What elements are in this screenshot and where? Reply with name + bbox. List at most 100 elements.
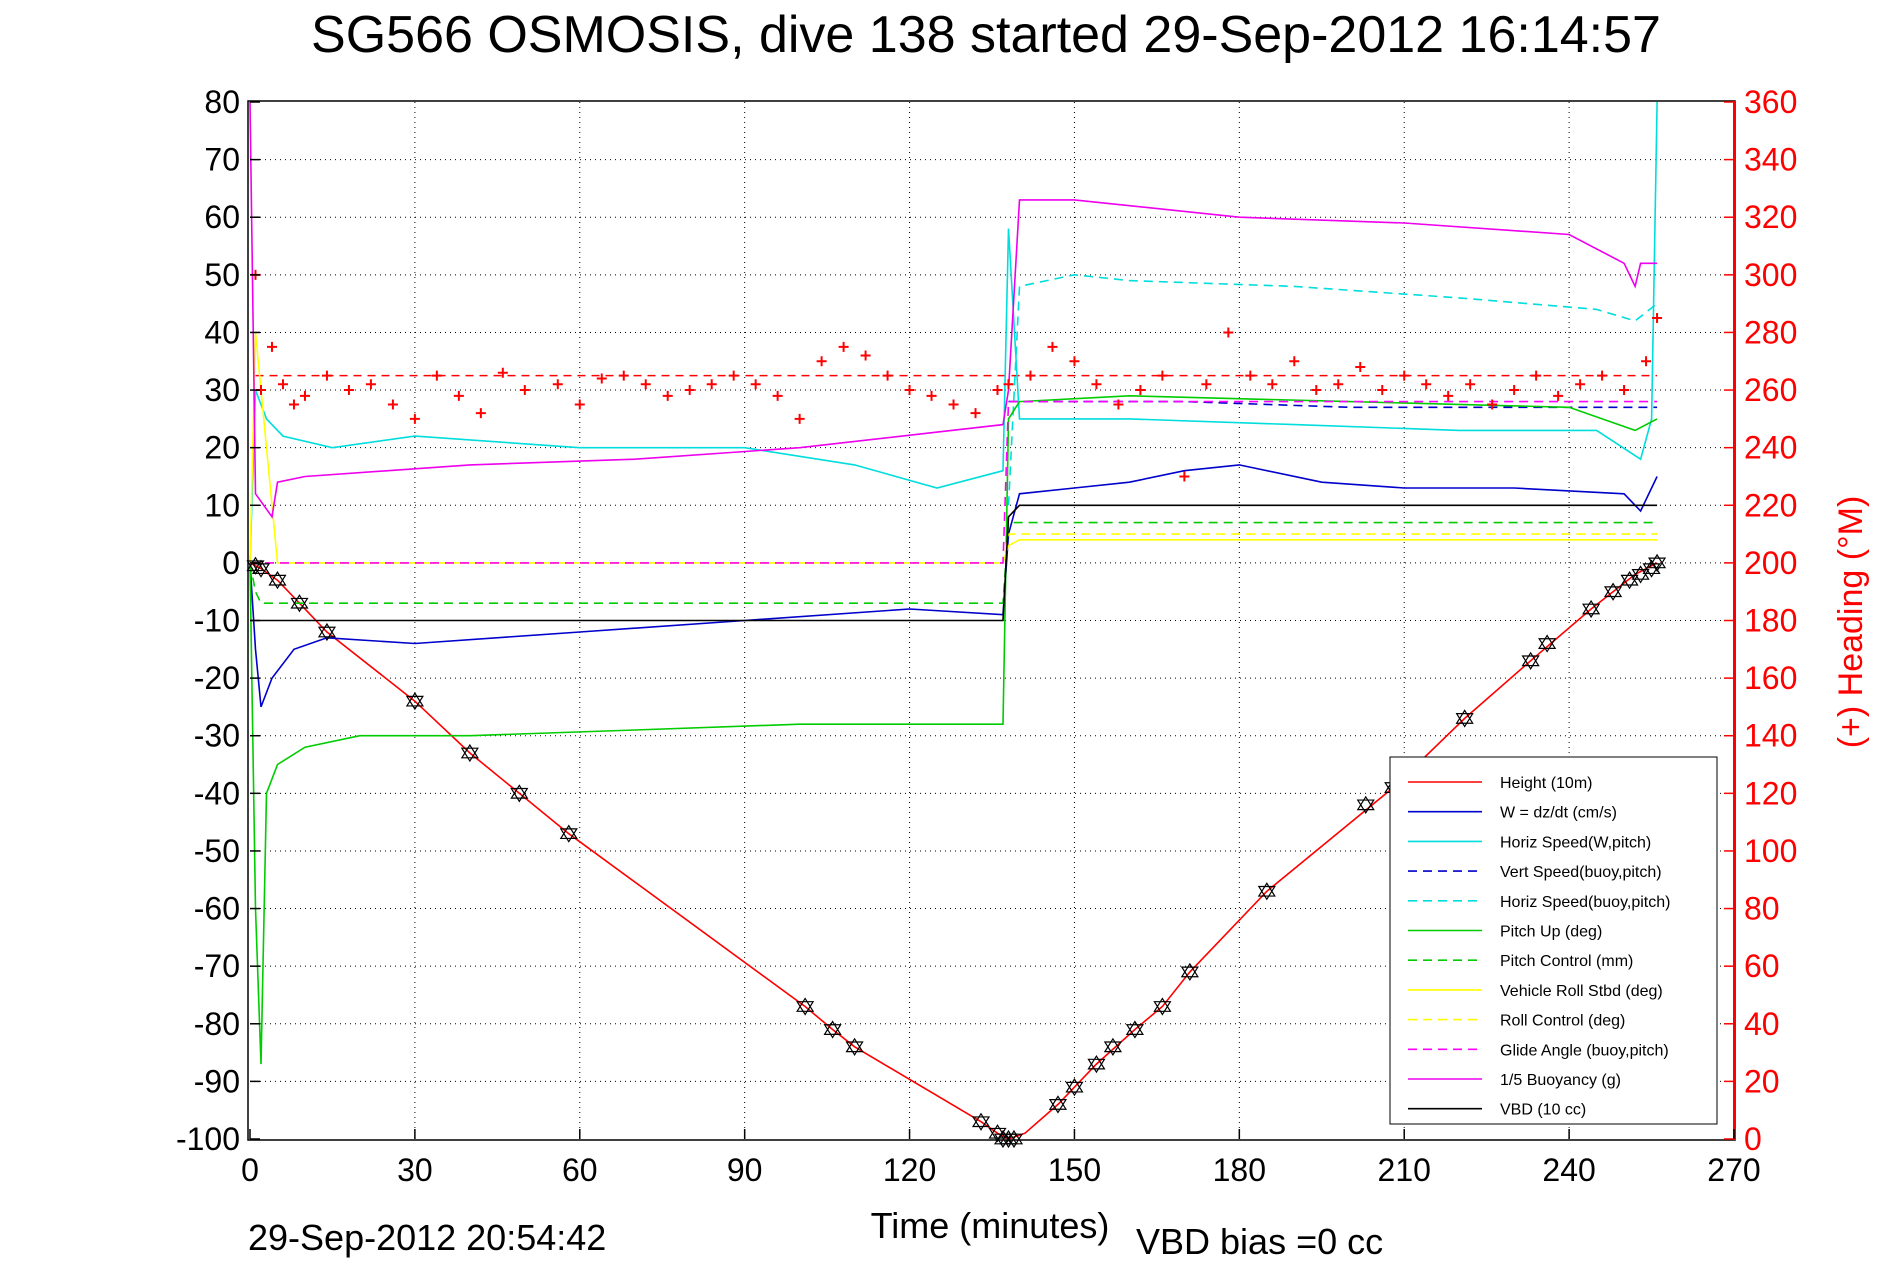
legend-item-label: Roll Control (deg): [1500, 1013, 1625, 1030]
heading-point: [409, 413, 420, 424]
heading-point: [299, 390, 310, 401]
x-axis: 0 30 60 90 120 150 180 210 240 270: [241, 1129, 1761, 1188]
heading-point: [1267, 379, 1278, 390]
heading-point: [1333, 379, 1344, 390]
heading-point: [1025, 370, 1036, 381]
legend-item-label: Pitch Up (deg): [1500, 924, 1602, 941]
left-tick-label: -40: [194, 775, 240, 811]
legend-item-label: Horiz Speed(buoy,pitch): [1500, 894, 1670, 911]
heading-point: [387, 399, 398, 410]
heading-point: [431, 370, 442, 381]
depth-marker: [1153, 997, 1172, 1016]
right-tick-label: 320: [1744, 199, 1797, 235]
heading-point: [1597, 370, 1608, 381]
x-tick-label: 180: [1213, 1152, 1266, 1188]
heading-point: [1619, 385, 1630, 396]
heading-point: [596, 373, 607, 384]
series-line-6: [249, 521, 1658, 605]
depth-marker: [1125, 1020, 1144, 1039]
depth-marker: [1087, 1054, 1106, 1074]
heading-point: [816, 356, 827, 367]
legend-item-label: Height (10m): [1500, 775, 1592, 792]
heading-point: [618, 370, 629, 381]
right-tick-label: 180: [1744, 603, 1797, 639]
x-tick-label: 120: [883, 1152, 936, 1188]
heading-marks: [250, 269, 1663, 482]
heading-point: [519, 385, 530, 396]
depth-marker: [1180, 962, 1199, 982]
series-line-9: [250, 400, 1658, 564]
heading-point: [728, 370, 739, 381]
series-line-2: [249, 101, 1658, 563]
left-tick-label: -80: [194, 1006, 240, 1042]
left-tick-label: 40: [204, 314, 240, 350]
right-tick-label: 0: [1744, 1121, 1762, 1157]
heading-point: [1201, 379, 1212, 390]
heading-point: [684, 385, 695, 396]
right-axis: 0 20 40 60 80 100 120 140 160 180 200 220 240 260 280 3…: [1724, 84, 1797, 1157]
legend-box: [1389, 756, 1718, 1125]
heading-point: [1311, 385, 1322, 396]
right-axis-label: (+) Heading (°M): [1832, 496, 1870, 749]
left-tick-label: 20: [204, 430, 240, 466]
heading-point: [794, 413, 805, 424]
heading-point: [497, 367, 508, 378]
x-axis-label: Time (minutes): [871, 1205, 1110, 1246]
legend-item-label: Horiz Speed(W,pitch): [1500, 834, 1651, 851]
x-tick-label: 210: [1378, 1152, 1431, 1188]
depth-marker: [845, 1037, 864, 1056]
left-tick-label: 50: [204, 257, 240, 293]
depth-marker: [1603, 582, 1623, 601]
heading-point: [970, 408, 981, 419]
heading-point: [288, 399, 299, 410]
right-tick-label: 280: [1744, 314, 1797, 350]
heading-point: [277, 379, 288, 390]
heading-point: [266, 341, 277, 352]
heading-point: [948, 399, 959, 410]
heading-point: [1245, 370, 1256, 381]
left-tick-label: -20: [194, 660, 240, 696]
depth-marker: [1582, 599, 1601, 619]
depth-marker: [971, 1112, 991, 1131]
right-axis-line: [1733, 101, 1736, 1140]
legend-item-label: Glide Angle (buoy,pitch): [1500, 1042, 1669, 1059]
right-tick-label: 120: [1744, 775, 1797, 811]
right-tick-label: 60: [1744, 948, 1780, 984]
heading-point: [1069, 356, 1080, 367]
x-tick-label: 270: [1707, 1152, 1760, 1188]
right-tick-label: 220: [1744, 487, 1797, 523]
left-tick-label: -100: [176, 1121, 240, 1157]
left-tick-label: -90: [194, 1063, 240, 1099]
right-tick-label: 340: [1744, 142, 1797, 178]
heading-point: [1135, 385, 1146, 396]
right-tick-label: 20: [1744, 1063, 1780, 1099]
heading-point: [662, 390, 673, 401]
right-tick-label: 200: [1744, 545, 1797, 581]
left-tick-label: 10: [204, 487, 240, 523]
heading-point: [1641, 356, 1652, 367]
depth-marker: [1647, 553, 1667, 573]
heading-point: [1509, 385, 1520, 396]
depth-marker: [317, 622, 337, 642]
series-line-5: [249, 394, 1658, 1065]
heading-point: [1355, 362, 1366, 373]
heading-point: [860, 350, 871, 361]
heading-point: [321, 370, 332, 381]
depth-marker: [268, 571, 287, 590]
depth-marker: [1103, 1037, 1123, 1056]
depth-marker: [1048, 1095, 1068, 1114]
footer-vbd-bias: VBD bias =0 cc: [1136, 1221, 1383, 1262]
left-tick-label: 60: [204, 199, 240, 235]
x-tick-label: 30: [397, 1152, 433, 1188]
depth-marker: [1455, 709, 1474, 728]
right-tick-label: 300: [1744, 257, 1797, 293]
left-tick-label: -30: [194, 718, 240, 754]
heading-point: [750, 379, 761, 390]
left-axis: -100-90-80-70-60-50-40-30-20-10010203040…: [176, 84, 260, 1157]
x-tick-label: 240: [1542, 1152, 1595, 1188]
legend-item-label: W = dz/dt (cm/s): [1500, 805, 1617, 822]
heading-point: [1179, 471, 1190, 482]
depth-marker: [1065, 1078, 1084, 1097]
heading-point: [904, 385, 915, 396]
